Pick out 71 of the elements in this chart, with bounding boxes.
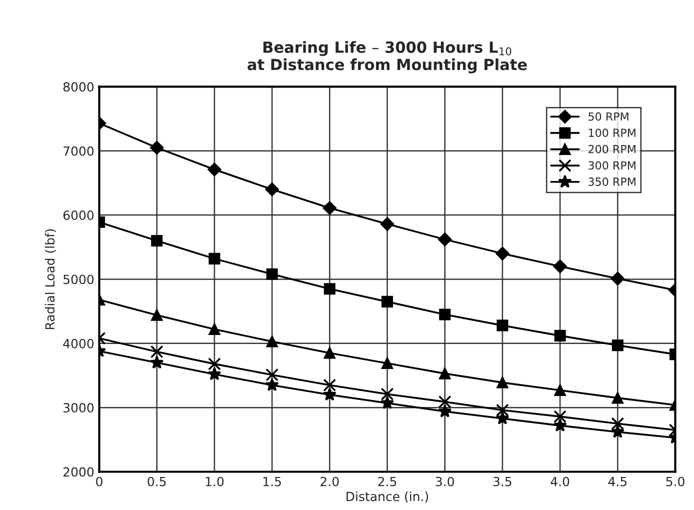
x-tick-label: 1.0 bbox=[206, 476, 224, 486]
point bbox=[151, 309, 163, 321]
point bbox=[380, 388, 394, 401]
y-axis-title: Radial Load (lbf) bbox=[44, 229, 56, 330]
x-tick-label: 4.5 bbox=[608, 476, 627, 486]
point bbox=[150, 356, 164, 369]
point bbox=[496, 320, 508, 332]
point bbox=[322, 201, 336, 215]
point bbox=[438, 404, 452, 418]
x-tick-label: 1.5 bbox=[263, 476, 281, 486]
point bbox=[208, 357, 221, 370]
point bbox=[554, 384, 566, 396]
point bbox=[610, 272, 624, 286]
point bbox=[553, 418, 567, 432]
x-tick-label: 3.0 bbox=[436, 476, 454, 486]
point bbox=[554, 410, 567, 424]
y-tick-label: 5000 bbox=[64, 274, 94, 284]
point bbox=[380, 217, 394, 231]
point bbox=[438, 232, 452, 246]
x-tick-label: 4.0 bbox=[550, 476, 570, 486]
y-tick-label: 3000 bbox=[64, 403, 94, 412]
point bbox=[612, 340, 624, 352]
point bbox=[381, 358, 394, 370]
y-tick-label: 8000 bbox=[63, 82, 94, 92]
point bbox=[610, 424, 625, 438]
point bbox=[265, 378, 279, 392]
x-axis-title: Distance (in.) bbox=[346, 491, 428, 503]
x-tick-label: 0 bbox=[96, 476, 102, 486]
point bbox=[208, 367, 222, 380]
point bbox=[208, 252, 220, 264]
x-tick-label: 2.5 bbox=[378, 476, 396, 486]
point bbox=[324, 347, 336, 359]
point bbox=[554, 330, 566, 342]
y-tick-label: 6000 bbox=[63, 210, 94, 220]
legend-label: 200 RPM bbox=[588, 144, 636, 154]
point bbox=[438, 395, 452, 408]
point bbox=[496, 246, 510, 260]
point bbox=[380, 396, 394, 410]
point bbox=[266, 268, 278, 280]
legend-label: 300 RPM bbox=[588, 161, 636, 170]
point bbox=[323, 378, 336, 392]
point bbox=[150, 140, 164, 154]
point bbox=[496, 376, 508, 388]
point bbox=[381, 296, 394, 308]
y-tick-label: 4000 bbox=[63, 338, 94, 348]
y-tick-label: 2000 bbox=[63, 467, 94, 477]
legend-label: 50 RPM bbox=[588, 112, 628, 121]
point bbox=[612, 392, 624, 404]
point bbox=[611, 417, 624, 430]
x-tick-label: 2.0 bbox=[320, 476, 339, 486]
point bbox=[553, 260, 567, 274]
point bbox=[208, 162, 222, 176]
point bbox=[496, 411, 510, 424]
legend-label: 350 RPM bbox=[588, 178, 636, 186]
point bbox=[266, 368, 279, 382]
point bbox=[439, 308, 451, 320]
point bbox=[496, 404, 509, 417]
point bbox=[151, 234, 163, 246]
point bbox=[439, 368, 451, 380]
y-tick-label: 7000 bbox=[64, 146, 94, 156]
point bbox=[150, 345, 164, 358]
point bbox=[266, 336, 278, 348]
point bbox=[324, 283, 336, 295]
point bbox=[322, 388, 336, 401]
x-tick-label: 0.5 bbox=[148, 476, 166, 486]
chart-title: Bearing Life – 3000 Hours L$_{10}$ at Distance from Mounting Plate bbox=[248, 41, 527, 74]
legend-label: 100 RPM bbox=[588, 128, 636, 138]
point bbox=[265, 182, 279, 196]
point bbox=[208, 324, 220, 336]
x-tick-label: 3.5 bbox=[493, 476, 512, 486]
x-tick-label: 5.0 bbox=[666, 476, 684, 486]
